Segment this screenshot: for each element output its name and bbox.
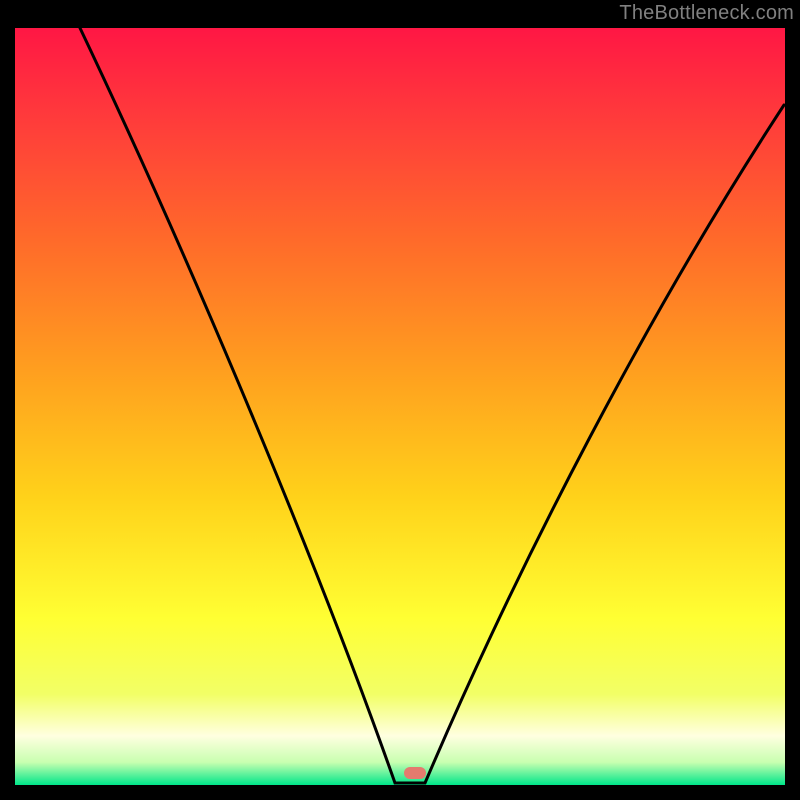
watermark-text: TheBottleneck.com bbox=[619, 2, 794, 25]
chart-container: TheBottleneck.com bbox=[0, 0, 800, 800]
valley-marker bbox=[0, 0, 800, 800]
